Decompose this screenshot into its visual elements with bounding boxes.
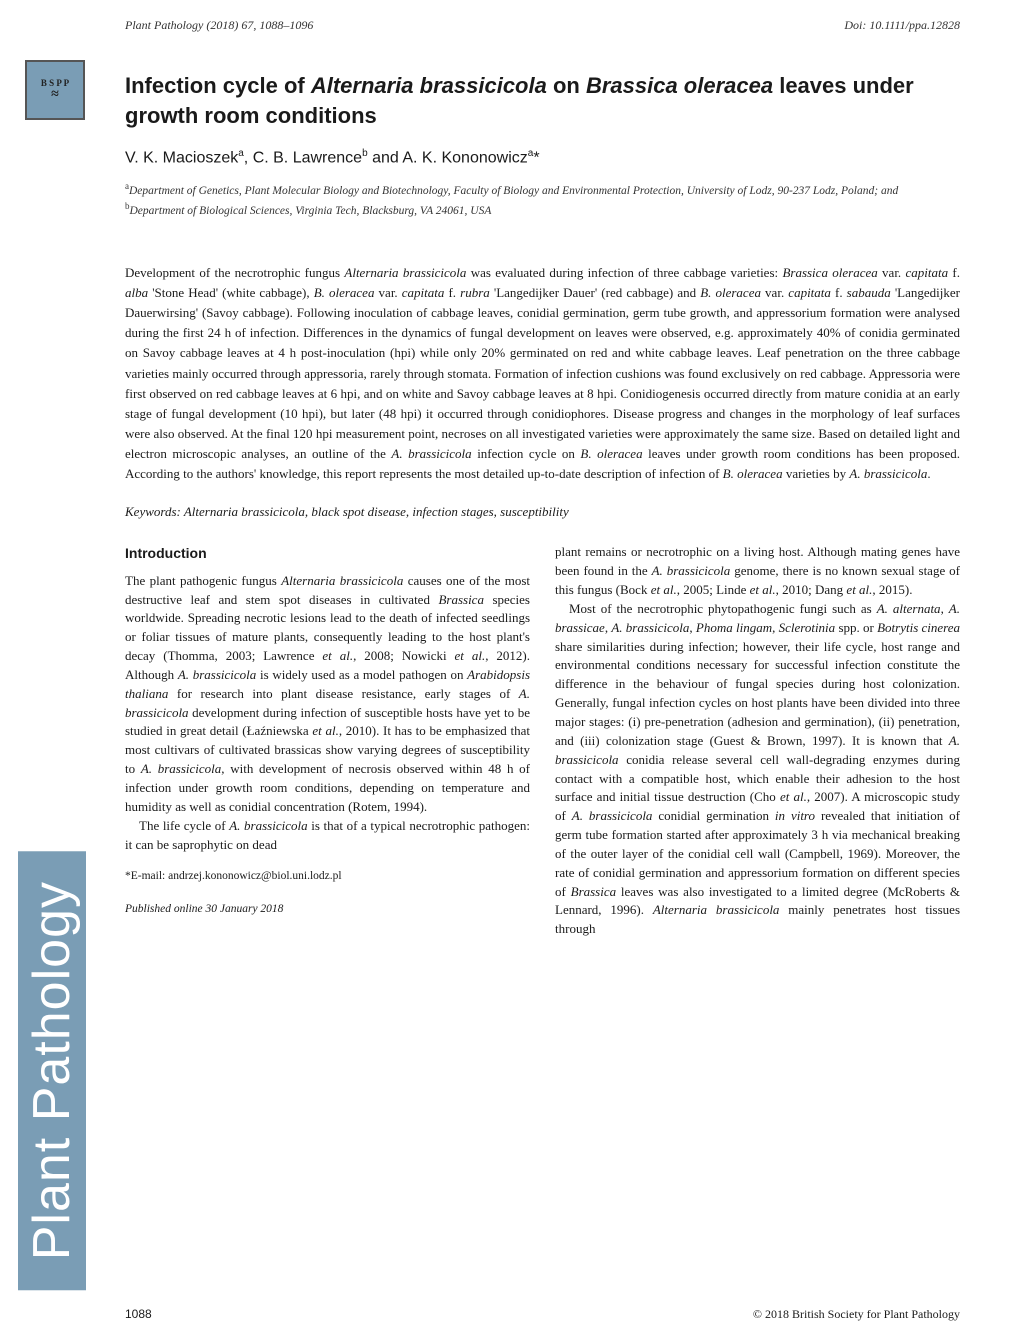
journal-citation: Plant Pathology (2018) 67, 1088–1096 [125,18,313,33]
title-species-1: Alternaria brassicicola [311,73,547,98]
page-footer: 1088 © 2018 British Society for Plant Pa… [125,1307,960,1322]
page-header: Plant Pathology (2018) 67, 1088–1096 Doi… [0,0,1020,41]
title-block: Infection cycle of Alternaria brassicico… [0,41,1020,235]
journal-sidebar: Plant Pathology [18,851,86,1290]
logo-wave-icon: ≈ [51,88,59,102]
page-number: 1088 [125,1307,152,1322]
copyright: © 2018 British Society for Plant Patholo… [753,1307,960,1322]
doi: Doi: 10.1111/ppa.12828 [844,18,960,33]
published-online: Published online 30 January 2018 [125,901,530,918]
bspp-logo: B S P P ≈ [25,60,85,120]
corresponding-email: *E-mail: andrzej.kononowicz@biol.uni.lod… [125,868,530,885]
body-columns: Introduction The plant pathogenic fungus… [0,525,1020,939]
introduction-heading: Introduction [125,543,530,563]
intro-paragraph-4: Most of the necrotrophic phytopathogenic… [555,600,960,939]
abstract: Development of the necrotrophic fungus A… [0,235,1020,495]
intro-paragraph-1: The plant pathogenic fungus Alternaria b… [125,572,530,817]
title-text-1: Infection cycle of [125,73,311,98]
keywords: Keywords: Alternaria brassicicola, black… [0,494,1020,525]
intro-paragraph-2: The life cycle of A. brassicicola is tha… [125,817,530,855]
column-right: plant remains or necrotrophic on a livin… [555,543,960,939]
title-text-2: on [547,73,586,98]
article-title: Infection cycle of Alternaria brassicico… [125,71,960,130]
authors: V. K. Macioszeka, C. B. Lawrenceb and A.… [125,148,960,167]
column-left: Introduction The plant pathogenic fungus… [125,543,530,939]
title-species-2: Brassica oleracea [586,73,773,98]
affiliations: aDepartment of Genetics, Plant Molecular… [125,180,960,220]
intro-paragraph-3: plant remains or necrotrophic on a livin… [555,543,960,600]
